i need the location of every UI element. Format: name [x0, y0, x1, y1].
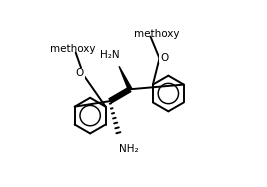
Text: H₂N: H₂N: [100, 50, 120, 60]
Text: methoxy: methoxy: [134, 29, 179, 39]
Text: O: O: [160, 53, 168, 63]
Text: O: O: [76, 68, 84, 78]
Text: NH₂: NH₂: [119, 144, 138, 154]
Text: methoxy: methoxy: [50, 44, 96, 54]
Polygon shape: [119, 66, 132, 90]
